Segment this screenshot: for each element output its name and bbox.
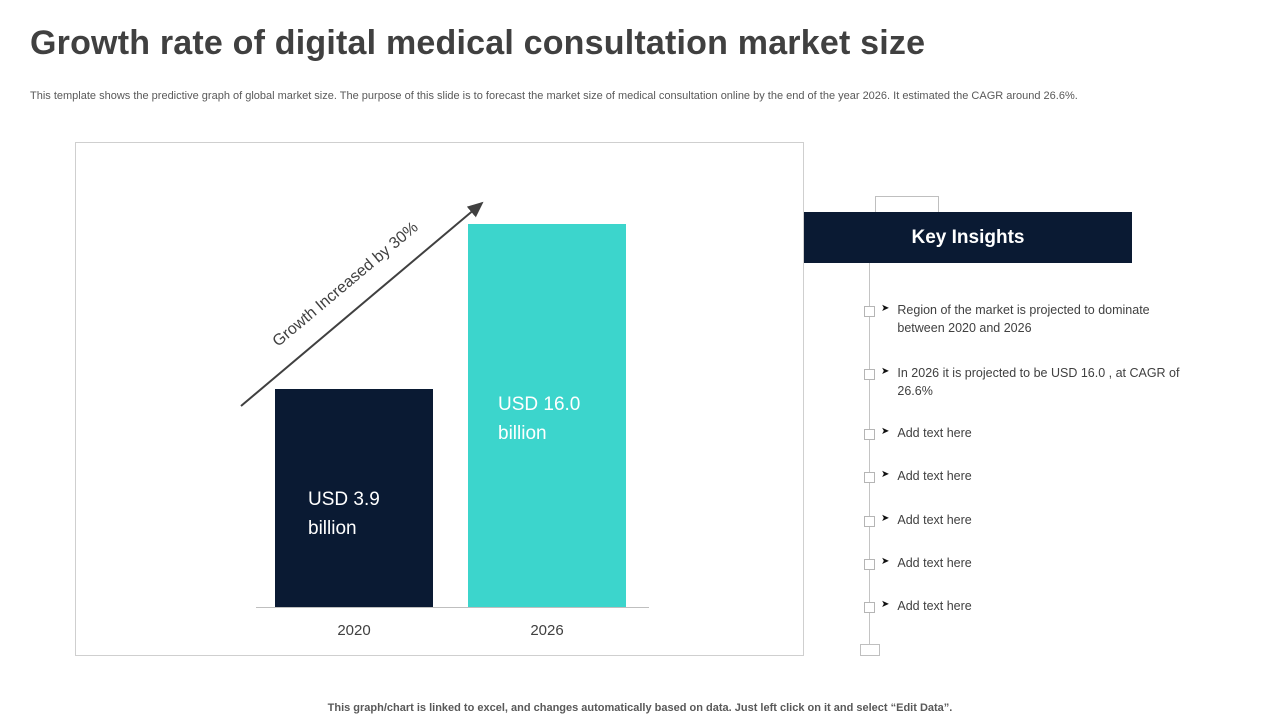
decorative-vertical-line [869, 263, 870, 648]
bar-2020[interactable]: USD 3.9 billion [275, 389, 433, 607]
insight-item: ➤ Add text here [864, 555, 1197, 572]
arrow-bullet-icon: ➤ [881, 366, 890, 377]
x-axis-line [256, 607, 649, 608]
checkbox-icon [864, 369, 875, 380]
insight-text[interactable]: Add text here [897, 513, 972, 527]
footer-note: This graph/chart is linked to excel, and… [327, 702, 953, 714]
bar-2026-value-label: USD 16.0 billion [498, 394, 581, 444]
insight-item: ➤ Add text here [864, 425, 1197, 442]
arrow-bullet-icon: ➤ [881, 426, 890, 437]
bar-2020-value-label: USD 3.9 billion [308, 489, 380, 539]
insight-text[interactable]: In 2026 it is projected to be USD 16.0 ,… [897, 366, 1180, 398]
insight-text[interactable]: Add text here [897, 599, 972, 613]
insight-text[interactable]: Add text here [897, 426, 972, 440]
key-insights-title: Key Insights [911, 226, 1025, 248]
arrow-bullet-icon: ➤ [881, 513, 890, 524]
bar-2026[interactable]: USD 16.0 billion [468, 224, 626, 607]
x-axis-label-2026: 2026 [530, 622, 564, 639]
insight-item: ➤ Add text here [864, 598, 1197, 615]
x-axis-label-2020: 2020 [337, 622, 371, 639]
checkbox-icon [864, 559, 875, 570]
insight-text[interactable]: Add text here [897, 469, 972, 483]
checkbox-icon [864, 472, 875, 483]
decorative-box-bottom [860, 644, 880, 656]
insight-text[interactable]: Add text here [897, 556, 972, 570]
checkbox-icon [864, 602, 875, 613]
checkbox-icon [864, 306, 875, 317]
key-insights-header: Key Insights [804, 212, 1132, 263]
arrow-bullet-icon: ➤ [881, 599, 890, 610]
checkbox-icon [864, 429, 875, 440]
checkbox-icon [864, 516, 875, 527]
page-title: Growth rate of digital medical consultat… [30, 24, 926, 62]
insight-item: ➤ Add text here [864, 512, 1197, 529]
bar-chart-panel[interactable]: Growth Increased by 30% USD 3.9 billion … [75, 142, 804, 656]
insight-item: ➤ Region of the market is projected to d… [864, 302, 1197, 337]
growth-arrow-icon [240, 201, 484, 407]
slide-subtitle: This template shows the predictive graph… [30, 90, 1078, 102]
insight-item: ➤ Add text here [864, 468, 1197, 485]
insight-text[interactable]: Region of the market is projected to dom… [897, 303, 1150, 335]
arrow-bullet-icon: ➤ [881, 556, 890, 567]
arrow-bullet-icon: ➤ [881, 469, 890, 480]
arrow-bullet-icon: ➤ [881, 303, 890, 314]
insight-item: ➤ In 2026 it is projected to be USD 16.0… [864, 365, 1197, 400]
